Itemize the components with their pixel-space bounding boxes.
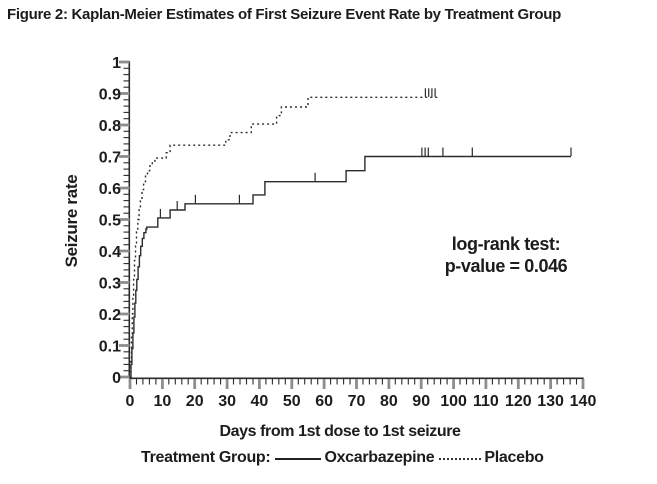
svg-text:50: 50 — [283, 393, 301, 410]
p-value-label: p-value = 0.046 — [444, 256, 568, 276]
legend-label-placebo: Placebo — [484, 449, 544, 466]
svg-text:10: 10 — [154, 393, 172, 410]
svg-text:30: 30 — [218, 393, 236, 410]
series-placebo-censor-ticks — [424, 88, 436, 97]
svg-text:0: 0 — [126, 393, 135, 410]
y-axis-ticks: 0 0.1 0.2 0.3 0.4 0.5 0.6 0.7 0.8 0.9 1 — [99, 55, 130, 387]
svg-text:0: 0 — [112, 370, 121, 387]
svg-text:20: 20 — [186, 393, 204, 410]
svg-text:140: 140 — [570, 393, 597, 410]
dotted-line-sample — [439, 458, 482, 460]
legend-label-oxcarbazepine: Oxcarbazepine — [324, 449, 435, 466]
solid-line-sample — [275, 458, 322, 460]
svg-text:80: 80 — [380, 393, 398, 410]
x-axis-title: Days from 1st dose to 1st seizure — [219, 423, 461, 440]
svg-text:60: 60 — [315, 393, 333, 410]
svg-text:0.3: 0.3 — [99, 276, 121, 293]
legend-title: Treatment Group: — [141, 449, 271, 466]
svg-text:90: 90 — [412, 393, 430, 410]
svg-text:40: 40 — [251, 393, 269, 410]
series-placebo-line — [130, 96, 439, 378]
svg-text:110: 110 — [473, 393, 499, 410]
svg-text:0.6: 0.6 — [99, 181, 121, 198]
svg-text:100: 100 — [440, 393, 467, 410]
svg-text:0.9: 0.9 — [99, 87, 121, 104]
svg-text:0.7: 0.7 — [99, 150, 121, 167]
series-oxcarbazepine-line — [130, 155, 571, 378]
series-oxcarbazepine-censor-ticks — [159, 147, 572, 218]
svg-text:0.1: 0.1 — [99, 339, 121, 356]
svg-text:0.2: 0.2 — [99, 307, 121, 324]
svg-text:0.5: 0.5 — [99, 213, 121, 230]
stat-annotation: log-rank test: p-value = 0.046 — [445, 233, 568, 277]
y-axis-title: Seizure rate — [62, 174, 81, 268]
svg-text:0.4: 0.4 — [99, 244, 121, 261]
figure-title: Figure 2: Kaplan-Meier Estimates of Firs… — [7, 6, 561, 23]
x-axis-ticks: 0 10 20 30 40 50 60 70 80 90 100 110 120 130 140 — [126, 379, 597, 410]
svg-text:120: 120 — [505, 393, 532, 410]
axes — [128, 61, 584, 380]
log-rank-label: log-rank test: — [451, 234, 561, 254]
svg-text:70: 70 — [348, 393, 366, 410]
legend: Treatment Group: Oxcarbazepine Placebo — [141, 449, 544, 467]
svg-text:0.8: 0.8 — [99, 118, 121, 135]
svg-text:1: 1 — [112, 55, 121, 72]
svg-text:130: 130 — [537, 393, 564, 410]
